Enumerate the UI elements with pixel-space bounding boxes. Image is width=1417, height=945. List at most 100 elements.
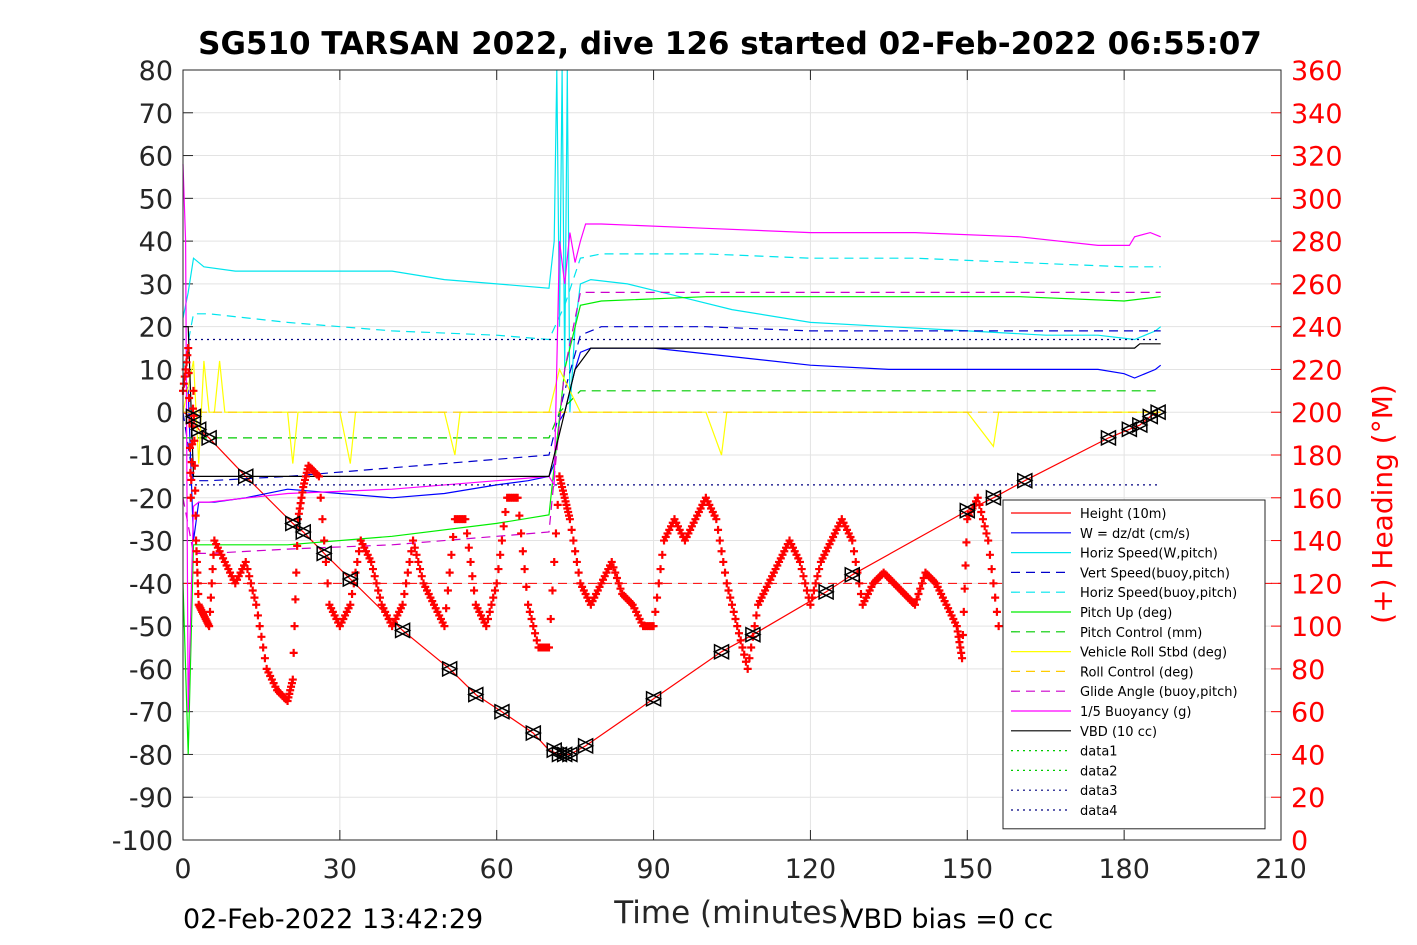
heading-marker	[496, 550, 505, 559]
heading-marker	[499, 522, 508, 531]
heading-marker	[316, 493, 325, 502]
heading-marker	[529, 622, 538, 631]
heading-marker	[255, 622, 264, 631]
heading-marker	[252, 600, 261, 609]
heading-marker	[461, 515, 470, 524]
heading-marker	[715, 536, 724, 545]
heading-marker	[515, 511, 524, 520]
heading-marker	[911, 600, 919, 609]
heading-marker	[492, 579, 501, 588]
heading-marker	[468, 572, 477, 581]
y-tick-label: 0	[156, 398, 173, 429]
triangle-marker-right	[394, 622, 412, 639]
heading-marker	[443, 586, 452, 595]
heading-marker	[346, 600, 355, 609]
heading-marker	[182, 358, 191, 367]
heading-marker	[571, 547, 580, 556]
heading-marker	[375, 593, 384, 602]
y-tick-label: -50	[129, 612, 173, 643]
heading-marker	[208, 565, 217, 574]
y-tick-label: -60	[129, 655, 173, 686]
triangle-marker-right	[1100, 429, 1118, 447]
y-tick-label: -90	[129, 783, 173, 814]
heading-marker	[721, 568, 730, 577]
y-right-tick-label: 100	[1291, 612, 1343, 643]
triangle-marker-right	[556, 746, 574, 763]
heading-marker	[250, 593, 259, 602]
heading-marker	[442, 604, 451, 613]
heading-marker	[259, 643, 268, 652]
heading-marker	[850, 547, 858, 556]
heading-marker	[795, 557, 804, 566]
y-right-tick-label: 280	[1291, 227, 1343, 258]
heading-marker	[856, 590, 865, 599]
heading-marker	[440, 622, 449, 631]
x-tick-label: 180	[1098, 854, 1150, 885]
heading-marker	[569, 536, 578, 545]
heading-marker	[797, 565, 806, 574]
triangle-marker-right	[441, 660, 459, 678]
heading-marker	[209, 550, 218, 559]
heading-marker	[980, 522, 989, 531]
heading-markers	[179, 344, 1003, 705]
heading-marker	[916, 584, 925, 593]
y-tick-label: -10	[129, 441, 173, 472]
y-right-tick-label: 160	[1291, 484, 1343, 515]
heading-marker	[912, 595, 921, 604]
heading-marker	[653, 593, 662, 602]
heading-marker	[612, 573, 621, 582]
series-line	[183, 390, 1161, 439]
series-line	[182, 253, 1161, 370]
triangle-marker-right	[201, 429, 218, 447]
heading-marker	[548, 586, 557, 595]
heading-marker	[658, 550, 667, 559]
triangle-marker-right	[645, 690, 663, 708]
heading-marker	[292, 568, 301, 577]
heading-marker	[497, 536, 506, 545]
y-right-tick-label: 0	[1291, 826, 1308, 857]
triangle-marker-right	[295, 523, 312, 541]
heading-marker	[179, 379, 188, 388]
heading-marker	[370, 572, 379, 581]
heading-marker	[372, 579, 381, 588]
heading-marker	[243, 565, 252, 574]
heading-marker	[183, 351, 192, 360]
y-right-tick-label: 260	[1291, 270, 1343, 301]
heading-marker	[191, 486, 200, 495]
heading-marker	[245, 572, 254, 581]
heading-marker	[466, 557, 475, 566]
footer-vbd-bias: VBD bias =0 cc	[845, 904, 1053, 935]
heading-marker	[291, 595, 300, 604]
heading-marker	[719, 557, 728, 566]
y-right-tick-label: 120	[1291, 569, 1343, 600]
heading-marker	[206, 593, 215, 602]
heading-marker	[651, 607, 660, 616]
heading-marker	[355, 547, 364, 556]
heading-marker	[260, 654, 269, 663]
heading-marker	[649, 622, 658, 631]
y-right-tick-label: 240	[1291, 313, 1343, 344]
legend-label: data1	[1080, 745, 1118, 760]
heading-marker	[733, 622, 742, 631]
triangle-marker-right	[577, 737, 595, 755]
heading-marker	[192, 557, 201, 566]
heading-marker	[811, 579, 820, 588]
heading-marker	[321, 557, 330, 566]
heading-marker	[367, 557, 376, 566]
heading-marker	[848, 536, 857, 545]
heading-marker	[958, 631, 967, 640]
heading-marker	[712, 515, 721, 524]
heading-marker	[194, 590, 203, 599]
heading-marker	[445, 568, 454, 577]
heading-marker	[290, 622, 299, 631]
heading-marker	[482, 622, 491, 631]
heading-marker	[186, 493, 195, 502]
heading-marker	[736, 636, 745, 645]
y-tick-label: 60	[139, 142, 173, 173]
heading-marker	[567, 525, 576, 534]
heading-marker	[553, 500, 562, 509]
heading-marker	[815, 565, 824, 574]
y-tick-label: -20	[129, 484, 173, 515]
heading-marker	[717, 547, 726, 556]
legend-label: Pitch Up (deg)	[1080, 606, 1172, 621]
